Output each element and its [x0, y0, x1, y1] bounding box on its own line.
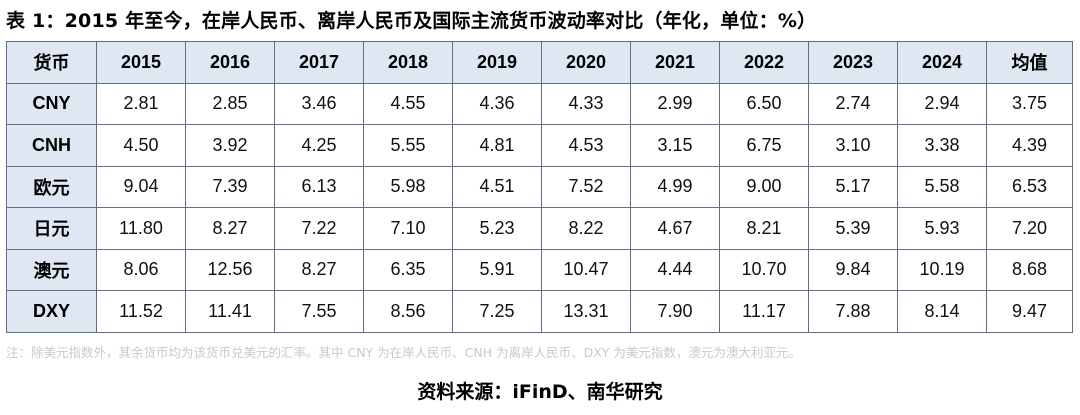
table-cell-mean: 7.20	[986, 207, 1073, 250]
table-cell: 10.47	[541, 248, 631, 291]
table-cell: 5.58	[897, 165, 987, 208]
table-cell: 7.39	[185, 165, 275, 208]
table-cell: 3.10	[808, 124, 898, 167]
volatility-table: 货币 2015 2016 2017 2018 2019 2020 2021 20…	[6, 41, 1073, 333]
table-cell: 7.90	[630, 290, 720, 333]
table-cell: 4.53	[541, 124, 631, 167]
row-label-jpy: 日元	[6, 207, 97, 250]
row-label-eur: 欧元	[6, 165, 97, 208]
table-cell: 7.25	[452, 290, 542, 333]
table-row-aud: 澳元 8.06 12.56 8.27 6.35 5.91 10.47 4.44 …	[6, 248, 1073, 291]
table-cell: 12.56	[185, 248, 275, 291]
table-cell: 9.84	[808, 248, 898, 291]
header-cell-mean: 均值	[986, 41, 1073, 84]
table-header: 货币 2015 2016 2017 2018 2019 2020 2021 20…	[6, 41, 1073, 84]
table-row-dxy: DXY 11.52 11.41 7.55 8.56 7.25 13.31 7.9…	[6, 290, 1073, 333]
header-row: 货币 2015 2016 2017 2018 2019 2020 2021 20…	[6, 41, 1073, 84]
table-cell: 4.25	[274, 124, 364, 167]
table-cell: 3.38	[897, 124, 987, 167]
table-cell: 3.15	[630, 124, 720, 167]
table-cell: 11.80	[96, 207, 186, 250]
table-row-cny: CNY 2.81 2.85 3.46 4.55 4.36 4.33 2.99 6…	[6, 82, 1073, 125]
table-cell: 6.13	[274, 165, 364, 208]
table-cell: 4.81	[452, 124, 542, 167]
table-cell: 2.85	[185, 82, 275, 125]
table-cell: 7.10	[363, 207, 453, 250]
table-cell: 5.23	[452, 207, 542, 250]
table-cell-mean: 8.68	[986, 248, 1073, 291]
table-note: 注：除美元指数外，其余货币均为该货币兑美元的汇率。其中 CNY 为在岸人民币、C…	[6, 345, 801, 360]
table-row-eur: 欧元 9.04 7.39 6.13 5.98 4.51 7.52 4.99 9.…	[6, 165, 1073, 208]
table-cell: 8.56	[363, 290, 453, 333]
table-cell: 8.22	[541, 207, 631, 250]
header-cell-2015: 2015	[96, 41, 186, 84]
table-cell: 7.55	[274, 290, 364, 333]
table-cell: 8.21	[719, 207, 809, 250]
table-cell: 4.50	[96, 124, 186, 167]
table-cell: 4.55	[363, 82, 453, 125]
header-cell-2018: 2018	[363, 41, 453, 84]
header-cell-2020: 2020	[541, 41, 631, 84]
row-label-cnh: CNH	[6, 124, 97, 167]
table-cell: 4.33	[541, 82, 631, 125]
table-cell: 5.55	[363, 124, 453, 167]
table-cell: 6.75	[719, 124, 809, 167]
table-cell: 5.98	[363, 165, 453, 208]
row-label-aud: 澳元	[6, 248, 97, 291]
table-cell: 3.46	[274, 82, 364, 125]
table-cell: 8.06	[96, 248, 186, 291]
table-cell: 5.39	[808, 207, 898, 250]
table-cell: 5.93	[897, 207, 987, 250]
header-cell-2016: 2016	[185, 41, 275, 84]
table-cell: 10.19	[897, 248, 987, 291]
table-cell: 2.81	[96, 82, 186, 125]
table-cell: 7.88	[808, 290, 898, 333]
table-cell: 5.91	[452, 248, 542, 291]
table-cell: 4.99	[630, 165, 720, 208]
table-cell: 11.52	[96, 290, 186, 333]
table-body: CNY 2.81 2.85 3.46 4.55 4.36 4.33 2.99 6…	[6, 82, 1073, 333]
table-cell: 4.51	[452, 165, 542, 208]
table-cell: 2.94	[897, 82, 987, 125]
table-cell: 7.22	[274, 207, 364, 250]
row-label-cny: CNY	[6, 82, 97, 125]
header-cell-2024: 2024	[897, 41, 987, 84]
table-cell-mean: 4.39	[986, 124, 1073, 167]
table-cell: 11.41	[185, 290, 275, 333]
header-cell-2021: 2021	[630, 41, 720, 84]
table-cell-mean: 3.75	[986, 82, 1073, 125]
table-cell: 2.99	[630, 82, 720, 125]
table-cell: 6.35	[363, 248, 453, 291]
table-cell: 11.17	[719, 290, 809, 333]
table-cell: 9.00	[719, 165, 809, 208]
table-cell: 4.44	[630, 248, 720, 291]
table-cell: 4.67	[630, 207, 720, 250]
table-cell: 13.31	[541, 290, 631, 333]
header-cell-currency: 货币	[6, 41, 97, 84]
table-title: 表 1：2015 年至今，在岸人民币、离岸人民币及国际主流货币波动率对比（年化，…	[6, 10, 817, 32]
table-cell: 9.04	[96, 165, 186, 208]
table-cell-mean: 6.53	[986, 165, 1073, 208]
header-cell-2022: 2022	[719, 41, 809, 84]
table-cell: 7.52	[541, 165, 631, 208]
table-row-jpy: 日元 11.80 8.27 7.22 7.10 5.23 8.22 4.67 8…	[6, 207, 1073, 250]
header-cell-2017: 2017	[274, 41, 364, 84]
table-cell: 6.50	[719, 82, 809, 125]
table-cell: 8.27	[274, 248, 364, 291]
row-label-dxy: DXY	[6, 290, 97, 333]
header-cell-2019: 2019	[452, 41, 542, 84]
header-cell-2023: 2023	[808, 41, 898, 84]
table-cell: 8.27	[185, 207, 275, 250]
table-cell-mean: 9.47	[986, 290, 1073, 333]
table-cell: 10.70	[719, 248, 809, 291]
table-cell: 3.92	[185, 124, 275, 167]
table-cell: 4.36	[452, 82, 542, 125]
source-caption: 资料来源：iFinD、南华研究	[417, 381, 663, 403]
table-cell: 5.17	[808, 165, 898, 208]
table-row-cnh: CNH 4.50 3.92 4.25 5.55 4.81 4.53 3.15 6…	[6, 124, 1073, 167]
table-cell: 8.14	[897, 290, 987, 333]
table-cell: 2.74	[808, 82, 898, 125]
